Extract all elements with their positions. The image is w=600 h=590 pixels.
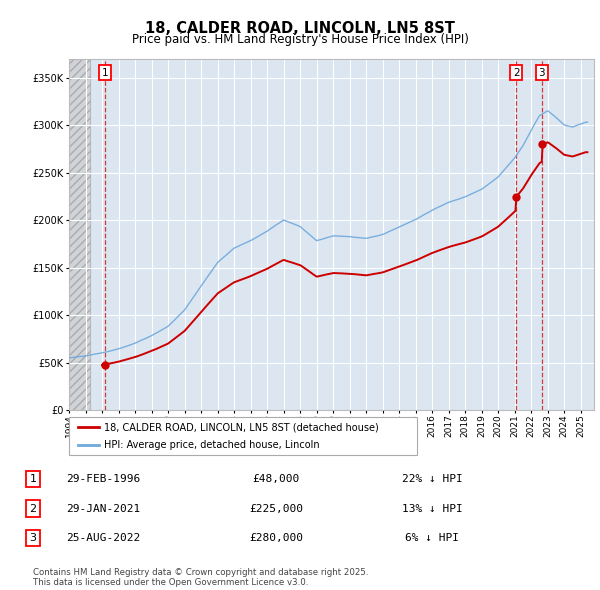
Text: 3: 3 — [29, 533, 37, 543]
Text: £280,000: £280,000 — [249, 533, 303, 543]
Text: 29-JAN-2021: 29-JAN-2021 — [66, 504, 140, 513]
Text: 29-FEB-1996: 29-FEB-1996 — [66, 474, 140, 484]
Text: 25-AUG-2022: 25-AUG-2022 — [66, 533, 140, 543]
Text: Price paid vs. HM Land Registry's House Price Index (HPI): Price paid vs. HM Land Registry's House … — [131, 33, 469, 46]
Text: 18, CALDER ROAD, LINCOLN, LN5 8ST (detached house): 18, CALDER ROAD, LINCOLN, LN5 8ST (detac… — [104, 422, 379, 432]
Text: 3: 3 — [539, 68, 545, 78]
Text: 22% ↓ HPI: 22% ↓ HPI — [401, 474, 463, 484]
FancyBboxPatch shape — [69, 417, 417, 455]
Bar — [69, 59, 91, 410]
Text: 13% ↓ HPI: 13% ↓ HPI — [401, 504, 463, 513]
Text: 1: 1 — [29, 474, 37, 484]
Text: 6% ↓ HPI: 6% ↓ HPI — [405, 533, 459, 543]
Text: 2: 2 — [29, 504, 37, 513]
Text: HPI: Average price, detached house, Lincoln: HPI: Average price, detached house, Linc… — [104, 440, 319, 450]
Text: 2: 2 — [513, 68, 520, 78]
Text: 18, CALDER ROAD, LINCOLN, LN5 8ST: 18, CALDER ROAD, LINCOLN, LN5 8ST — [145, 21, 455, 35]
Text: 1: 1 — [101, 68, 108, 78]
Text: £225,000: £225,000 — [249, 504, 303, 513]
Bar — [69, 59, 91, 410]
Text: Contains HM Land Registry data © Crown copyright and database right 2025.
This d: Contains HM Land Registry data © Crown c… — [33, 568, 368, 587]
Text: £48,000: £48,000 — [253, 474, 299, 484]
